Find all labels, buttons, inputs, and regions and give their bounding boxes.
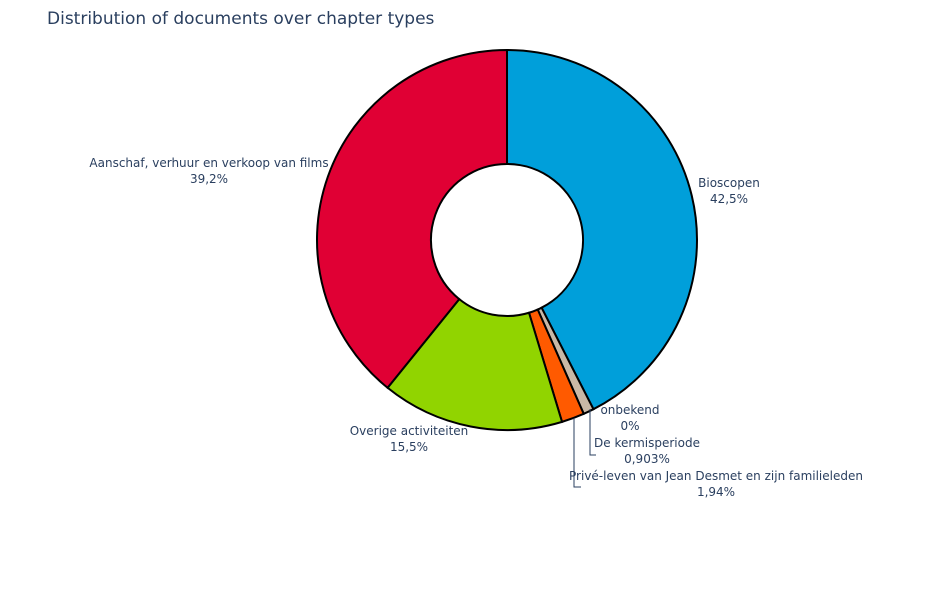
slice-label: Bioscopen [698,176,760,190]
slice-label: De kermisperiode [594,436,700,450]
slice-value: 42,5% [710,192,748,206]
chart-title: Distribution of documents over chapter t… [47,9,435,29]
slice-value: 39,2% [190,172,228,186]
slice-label: Privé-leven van Jean Desmet en zijn fami… [569,469,863,483]
leader-line [573,418,581,488]
slice-value: 15,5% [390,440,428,454]
leader-line [589,409,596,456]
slice [386,297,564,431]
slice [316,48,508,390]
slice-value: 0% [620,419,639,433]
slice-value: 0,903% [624,452,670,466]
slice-label: Overige activiteiten [350,424,469,438]
slice-label: Aanschaf, verhuur en verkoop van films [89,156,328,170]
slice-value: 1,94% [697,485,735,499]
slice [506,48,698,411]
slice-label: onbekend [600,403,659,417]
